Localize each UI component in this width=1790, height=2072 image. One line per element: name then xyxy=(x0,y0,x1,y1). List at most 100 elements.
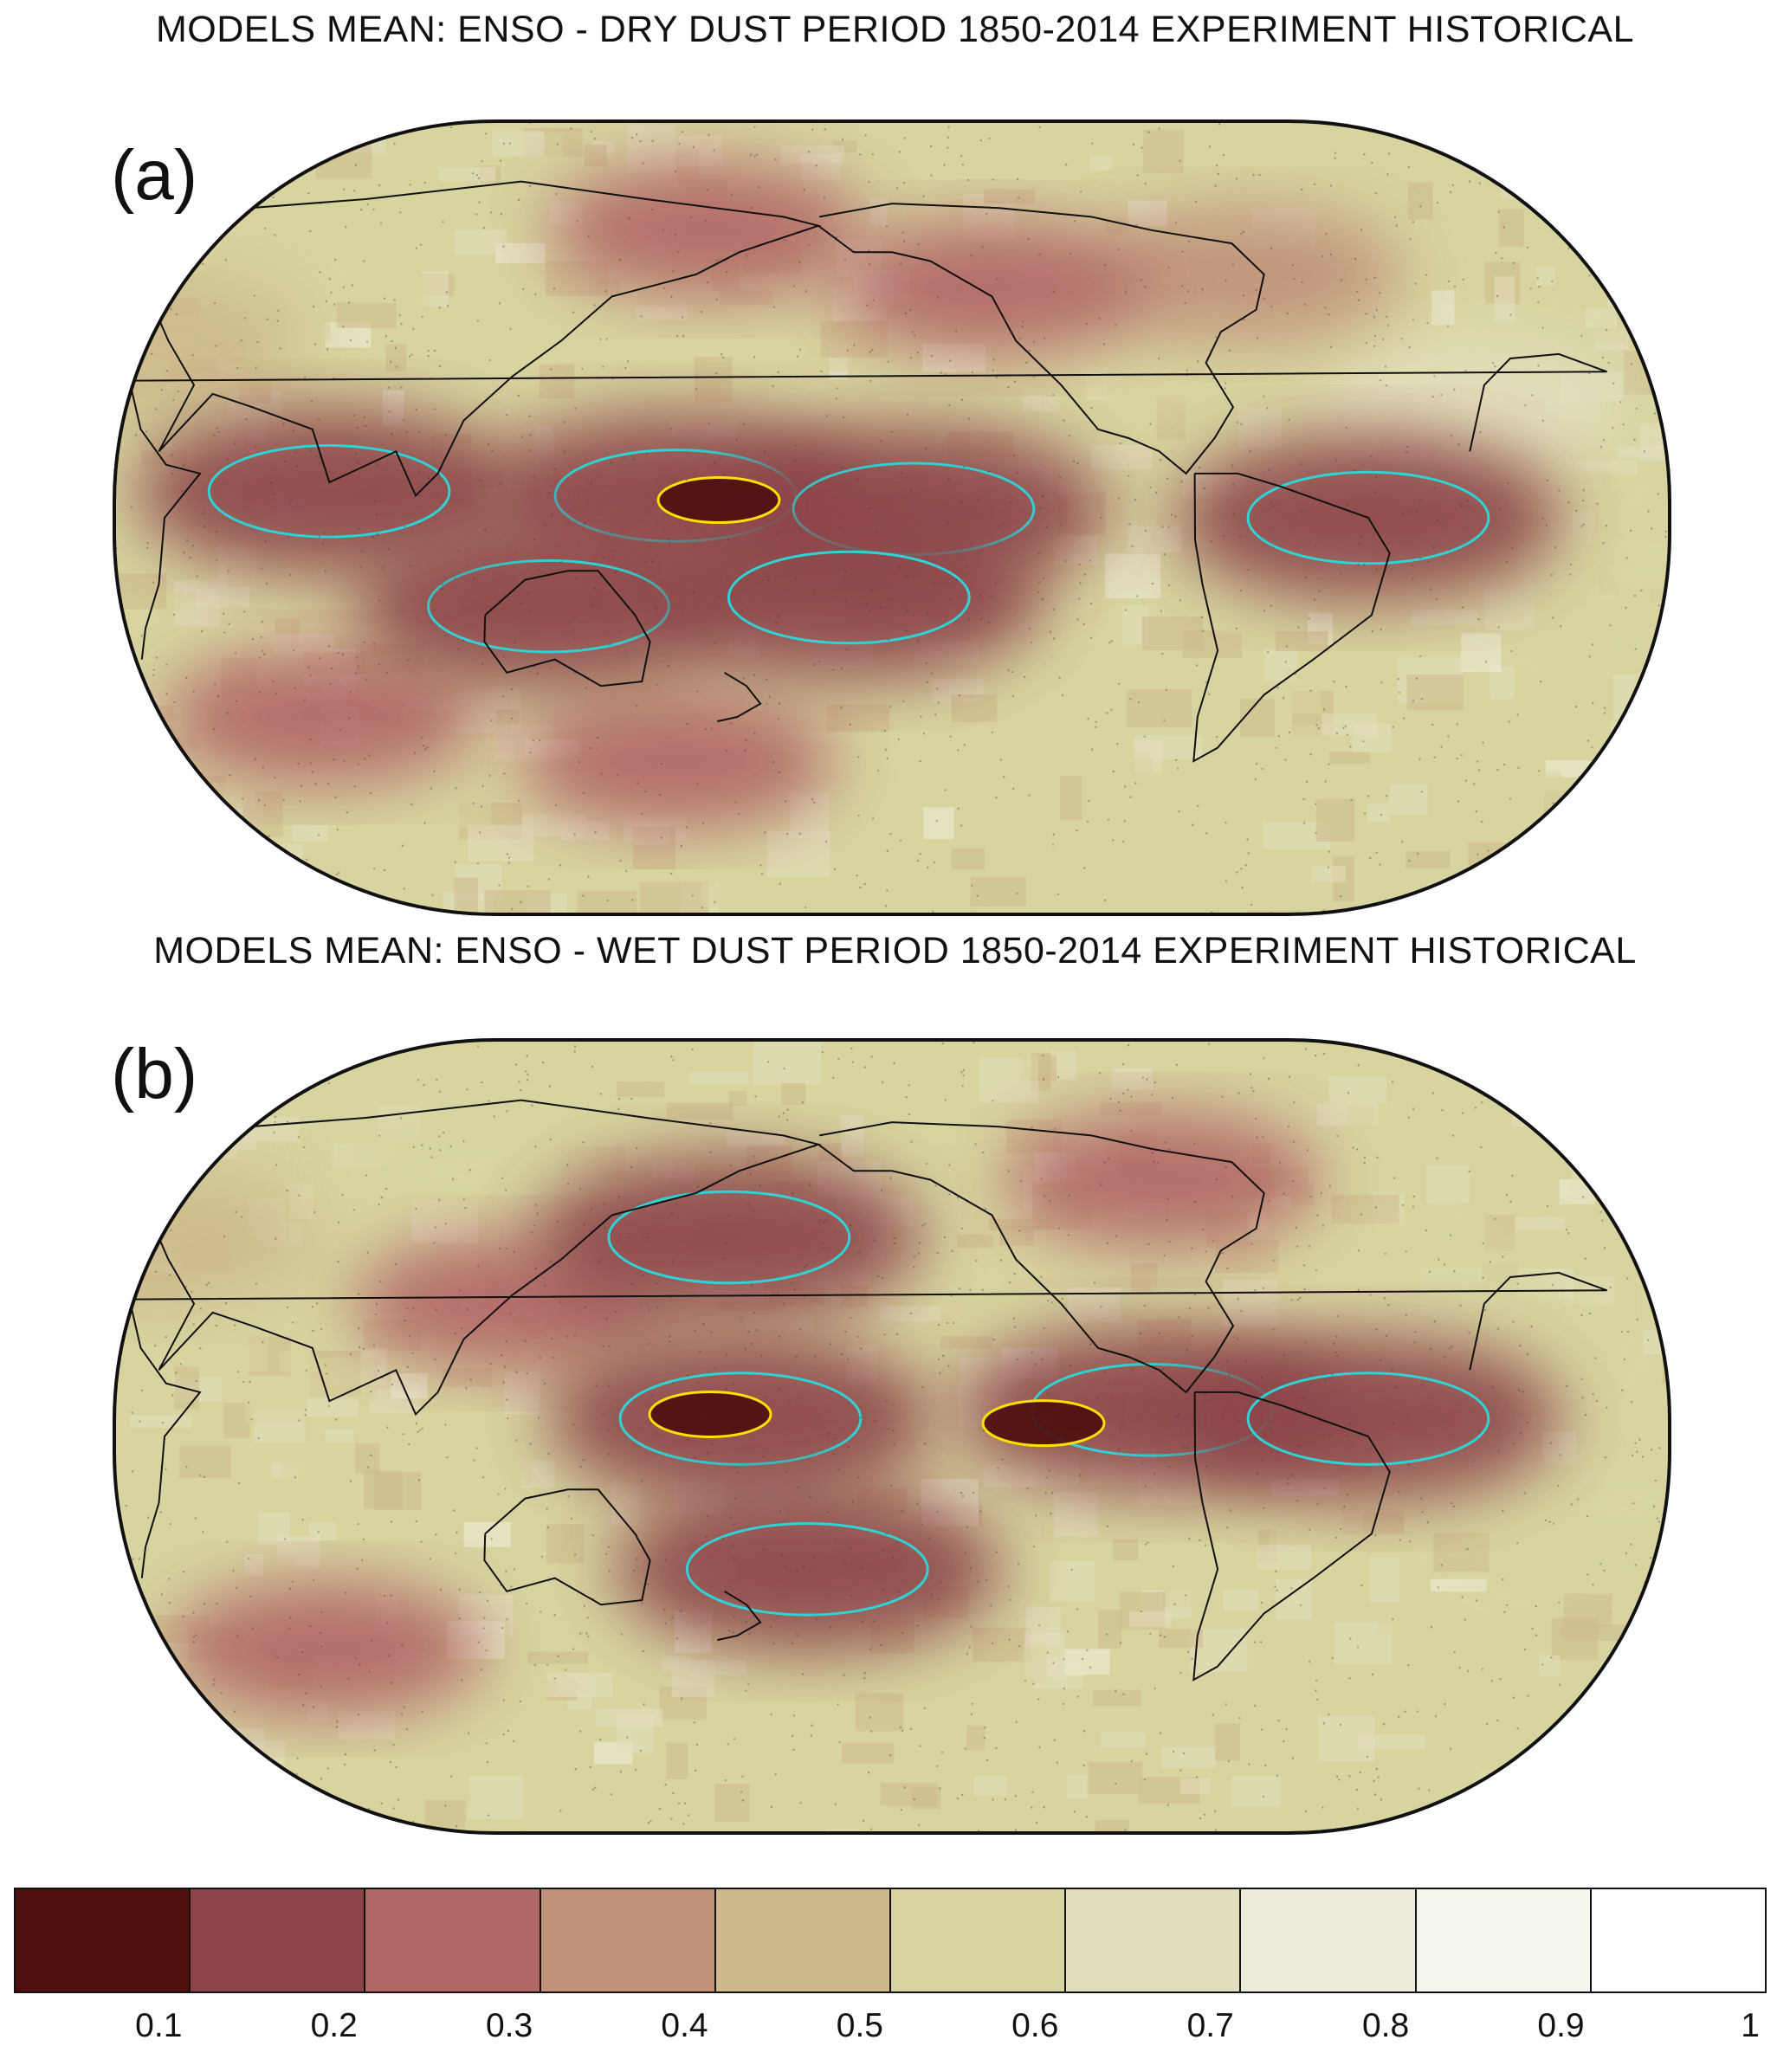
stipple-dot xyxy=(869,1648,872,1650)
stipple-dot xyxy=(714,900,716,904)
stipple-dot xyxy=(505,1189,507,1191)
stipple-dot xyxy=(533,539,535,541)
stipple-dot xyxy=(1442,900,1445,903)
stipple-dot xyxy=(1512,1696,1515,1699)
stipple-dot xyxy=(849,1223,852,1227)
stipple-dot xyxy=(886,757,889,759)
stipple-dot xyxy=(361,1559,364,1561)
stipple-dot xyxy=(656,1282,658,1285)
stipple-dot xyxy=(1406,446,1409,449)
stipple-dot xyxy=(880,439,882,442)
stipple-dot xyxy=(1466,1669,1470,1673)
stipple-dot xyxy=(1240,1309,1243,1313)
stipple-dot xyxy=(257,799,261,802)
stipple-dot xyxy=(1155,491,1158,494)
stipple-dot xyxy=(631,899,634,901)
stipple-dot xyxy=(1315,1679,1318,1682)
stipple-dot xyxy=(835,1539,837,1541)
stipple-dot xyxy=(1304,1341,1307,1344)
stipple-dot xyxy=(681,131,683,133)
stipple-dot xyxy=(1172,1565,1174,1568)
stipple-dot xyxy=(778,1335,781,1338)
stipple-dot xyxy=(1440,746,1443,748)
stipple-dot xyxy=(481,784,484,788)
stipple-dot xyxy=(1216,736,1218,739)
stipple-dot xyxy=(1466,1547,1469,1551)
stipple-dot xyxy=(442,1132,445,1134)
stipple-dot xyxy=(1520,1069,1522,1073)
coastline xyxy=(483,570,651,687)
texture-cell xyxy=(125,698,158,745)
stipple-dot xyxy=(559,1809,562,1812)
stipple-dot xyxy=(1606,1205,1609,1208)
texture-cell xyxy=(855,1693,904,1732)
stipple-dot xyxy=(919,852,921,855)
stipple-dot xyxy=(132,1068,135,1071)
stipple-dot xyxy=(1360,229,1363,231)
stipple-dot xyxy=(274,234,276,236)
texture-cell xyxy=(1237,407,1282,449)
texture-cell xyxy=(1179,1778,1212,1795)
field-blob xyxy=(1005,1112,1321,1248)
stipple-dot xyxy=(765,678,768,681)
stipple-dot xyxy=(1436,1157,1438,1159)
stipple-dot xyxy=(1431,1092,1434,1094)
stipple-dot xyxy=(1179,1671,1182,1675)
stipple-dot xyxy=(960,1491,963,1494)
stipple-dot xyxy=(1117,1101,1120,1104)
stipple-dot xyxy=(573,1045,577,1048)
texture-cell xyxy=(1515,1217,1565,1230)
stipple-dot xyxy=(529,434,532,436)
stipple-dot xyxy=(1425,1230,1428,1232)
stipple-dot xyxy=(998,525,1001,528)
stipple-dot xyxy=(1472,783,1476,785)
stipple-dot xyxy=(215,530,218,533)
stipple-dot xyxy=(143,1123,146,1126)
texture-cell xyxy=(694,356,733,403)
stipple-dot xyxy=(307,192,310,195)
stipple-dot xyxy=(236,1635,239,1637)
stipple-dot xyxy=(1186,369,1188,371)
stipple-dot xyxy=(680,844,682,848)
stipple-dot xyxy=(1485,171,1489,174)
stipple-dot xyxy=(642,1649,645,1653)
stipple-dot xyxy=(303,699,307,701)
stipple-dot xyxy=(377,1370,380,1372)
stipple-dot xyxy=(1017,197,1020,199)
stipple-dot xyxy=(247,1401,250,1404)
stipple-dot xyxy=(418,1429,422,1432)
stipple-dot xyxy=(307,666,310,668)
stipple-dot xyxy=(305,1692,307,1694)
stipple-dot xyxy=(1328,850,1331,853)
stipple-dot xyxy=(1426,1521,1430,1524)
stipple-dot xyxy=(403,1320,406,1322)
stipple-dot xyxy=(430,1156,433,1159)
texture-cell xyxy=(237,1818,286,1833)
stipple-dot xyxy=(1166,1197,1170,1201)
stipple-dot xyxy=(779,882,781,885)
stipple-dot xyxy=(189,556,191,559)
stipple-dot xyxy=(276,320,279,322)
stipple-dot xyxy=(1051,843,1055,846)
stipple-dot xyxy=(210,1772,214,1775)
stipple-dot xyxy=(1193,1201,1196,1204)
texture-cell xyxy=(1160,809,1203,828)
stipple-dot xyxy=(1584,1413,1587,1417)
stipple-dot xyxy=(1333,1342,1335,1346)
stipple-dot xyxy=(1531,1817,1534,1821)
stipple-dot xyxy=(370,791,372,795)
stipple-dot xyxy=(520,900,522,904)
stipple-dot xyxy=(1535,1634,1538,1637)
field-blob xyxy=(170,1581,486,1717)
stipple-dot xyxy=(579,1465,582,1468)
stipple-dot xyxy=(695,388,698,391)
stipple-dot xyxy=(766,575,768,578)
stipple-dot xyxy=(970,254,973,257)
stipple-dot xyxy=(901,1729,904,1733)
stipple-dot xyxy=(1604,707,1606,709)
stipple-dot xyxy=(169,1522,172,1526)
stipple-dot xyxy=(446,1456,449,1459)
stipple-dot xyxy=(197,184,199,186)
stipple-dot xyxy=(1612,1176,1615,1179)
stipple-dot xyxy=(1630,363,1632,365)
